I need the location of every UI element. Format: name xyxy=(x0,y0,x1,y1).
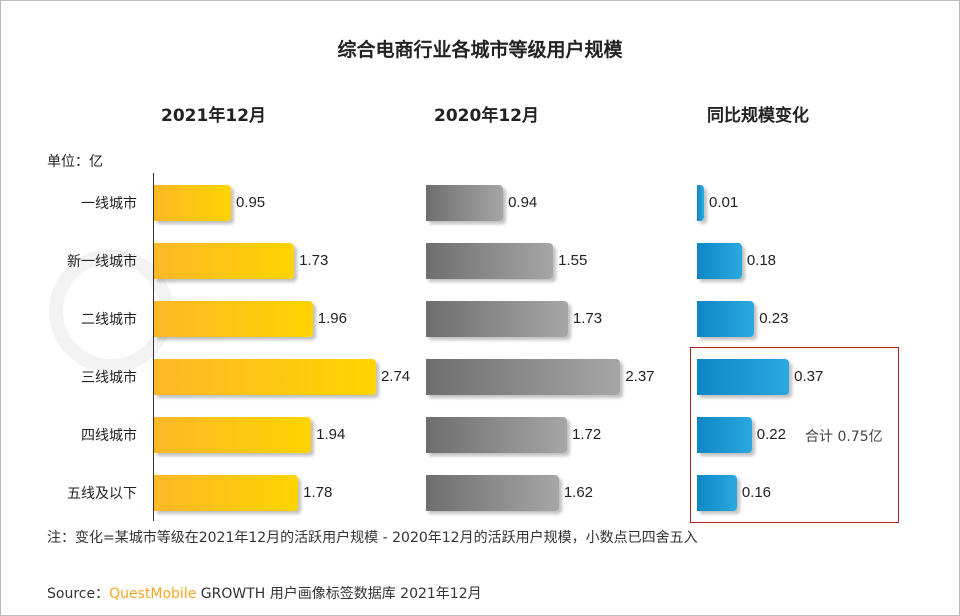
bar-2020 xyxy=(426,475,559,511)
bar-change xyxy=(697,359,790,395)
data-label: 0.95 xyxy=(235,194,266,211)
data-label: 1.94 xyxy=(316,426,346,443)
bar-2020 xyxy=(426,359,621,395)
source-prefix: Source： xyxy=(47,586,110,602)
data-label: 0.16 xyxy=(741,484,772,501)
category-label: 新一线城市 xyxy=(67,254,137,270)
data-label: 0.01 xyxy=(709,194,739,211)
footnote: 注：变化=某城市等级在2021年12月的活跃用户规模 - 2020年12月的活跃… xyxy=(47,530,698,546)
bar-change xyxy=(697,243,742,279)
category-label: 二线城市 xyxy=(81,312,137,328)
bar-2021 xyxy=(154,243,295,279)
data-label: 1.78 xyxy=(303,484,333,501)
data-label: 0.23 xyxy=(759,310,789,327)
category-label: 一线城市 xyxy=(81,196,137,212)
source: Source：QuestMobile GROWTH 用户画像标签数据库 2021… xyxy=(47,583,482,603)
bar-change xyxy=(697,301,755,337)
bar-2020 xyxy=(426,243,554,279)
data-label: 0.94 xyxy=(508,194,538,211)
category-label: 三线城市 xyxy=(81,370,137,386)
data-label: 2.74 xyxy=(380,368,411,385)
bar-2020 xyxy=(426,185,504,221)
data-label: 1.73 xyxy=(299,252,329,269)
source-brand: QuestMobile xyxy=(109,586,197,602)
bar-2021 xyxy=(154,359,376,395)
data-label: 1.72 xyxy=(572,426,602,443)
bar-2021 xyxy=(154,185,231,221)
chart-title: 综合电商行业各城市等级用户规模 xyxy=(337,39,623,61)
data-label: 1.96 xyxy=(317,310,347,327)
bar-2020 xyxy=(426,301,568,337)
bar-change xyxy=(697,417,752,453)
bar-2021 xyxy=(154,417,312,453)
bar-2021 xyxy=(154,475,299,511)
highlight-box xyxy=(690,347,899,523)
column-header-2021: 2021年12月 xyxy=(161,106,266,126)
category-label: 四线城市 xyxy=(81,428,137,444)
total-annotation: 合计 0.75亿 xyxy=(805,429,883,445)
data-label: 0.37 xyxy=(794,368,824,385)
data-label: 1.55 xyxy=(558,252,588,269)
data-label: 1.73 xyxy=(572,310,603,327)
bar-2020 xyxy=(426,417,568,453)
unit-label: 单位：亿 xyxy=(47,154,103,170)
data-label: 1.62 xyxy=(563,484,594,501)
bar-change xyxy=(697,475,737,511)
data-label: 2.37 xyxy=(625,368,655,385)
category-axis xyxy=(153,173,154,521)
data-label: 0.18 xyxy=(746,252,777,269)
data-label: 0.22 xyxy=(756,426,786,443)
column-header-change: 同比规模变化 xyxy=(707,106,809,126)
source-text: GROWTH 用户画像标签数据库 2021年12月 xyxy=(196,586,482,602)
column-header-2020: 2020年12月 xyxy=(434,106,539,126)
bar-2021 xyxy=(154,301,313,337)
category-label: 五线及以下 xyxy=(67,486,137,502)
bar-change xyxy=(697,185,704,221)
